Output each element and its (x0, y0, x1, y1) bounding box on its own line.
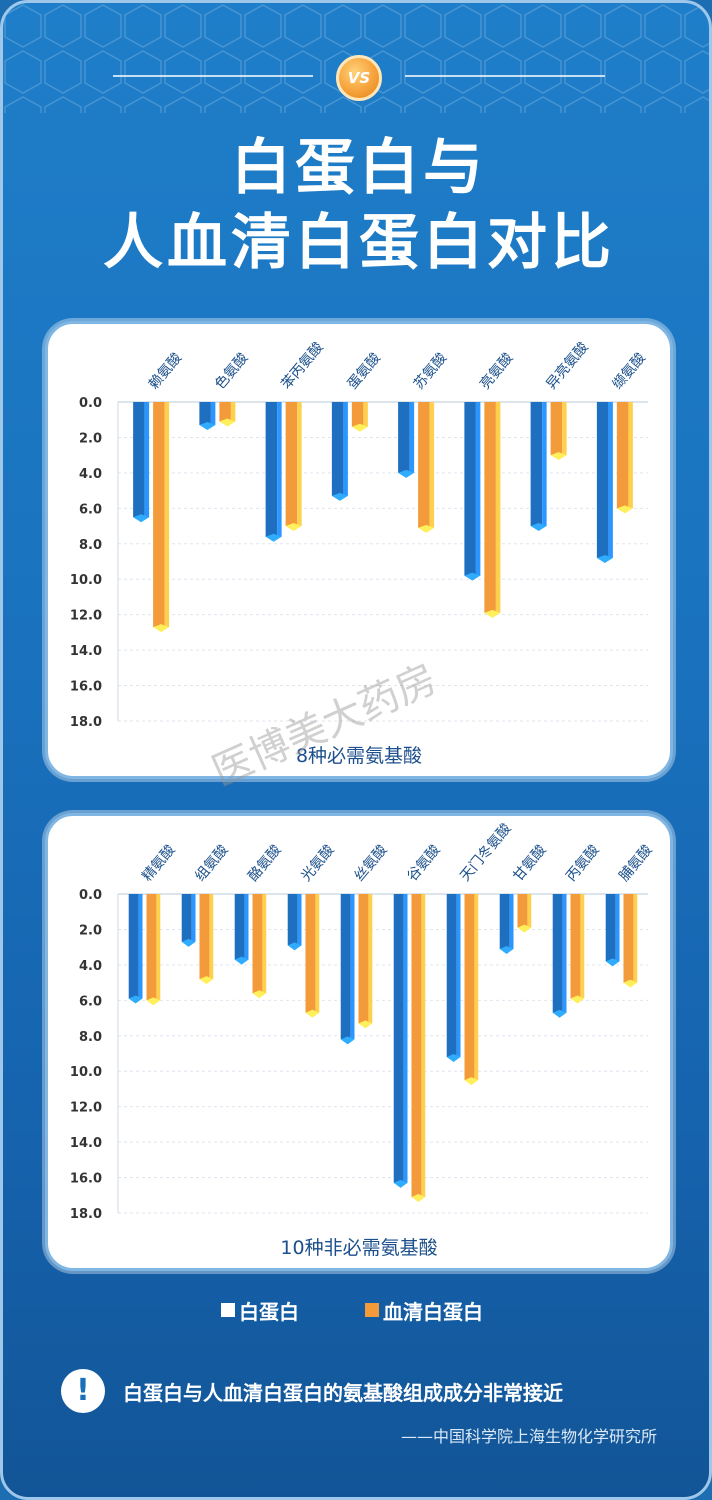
category-label: 缬氨酸 (610, 350, 649, 392)
y-tick-label: 10.0 (70, 1065, 102, 1080)
y-tick-label: 2.0 (79, 923, 102, 938)
bar-albumin (234, 894, 249, 965)
bar-albumin (464, 402, 481, 581)
y-tick-label: 12.0 (70, 1101, 102, 1116)
bar-albumin (446, 894, 461, 1063)
category-label: 丙氨酸 (563, 842, 602, 884)
bar-albumin (199, 402, 216, 431)
y-tick-label: 10.0 (70, 573, 102, 588)
exclamation-icon: ! (61, 1369, 105, 1413)
chart-legend: 白蛋白 血清白蛋白 (3, 1295, 709, 1325)
y-tick-label: 0.0 (79, 396, 102, 411)
source-citation: ——中国科学院上海生物化学研究所 (400, 1427, 657, 1446)
chart-title: 8种必需氨基酸 (296, 745, 422, 767)
vs-badge: VS (336, 55, 382, 101)
bar-serum-albumin (285, 402, 302, 532)
bar-albumin (128, 894, 143, 1004)
category-label: 色氨酸 (211, 349, 251, 392)
bar-serum-albumin (570, 894, 585, 1004)
category-label: 脯氨酸 (616, 842, 655, 884)
category-label: 组氨酸 (192, 842, 231, 884)
y-tick-label: 14.0 (70, 1136, 102, 1151)
bar-serum-albumin (550, 402, 567, 461)
y-tick-label: 0.0 (79, 888, 102, 903)
bar-albumin (331, 402, 348, 501)
conclusion-note: ! 白蛋白与人血清白蛋白的氨基酸组成成分非常接近 (61, 1369, 681, 1419)
category-label: 光氨酸 (298, 842, 337, 884)
bar-albumin (133, 402, 150, 523)
category-label: 苏氨酸 (411, 350, 450, 392)
category-label: 酪氨酸 (245, 842, 284, 884)
y-tick-label: 16.0 (70, 680, 102, 695)
bar-albumin (340, 894, 355, 1045)
y-tick-label: 8.0 (79, 538, 102, 553)
bar-albumin (605, 894, 620, 967)
page-title-line1: 白蛋白与 (231, 133, 487, 203)
y-tick-label: 4.0 (79, 959, 102, 974)
bar-albumin (530, 402, 547, 532)
nonessential-amino-acids-chart: 0.0 2.0 4.0 6.0 8.0 10.0 12.0 14.0 16.0 18.0 精氨酸 组氨… (70, 821, 656, 1259)
chart-title: 10种非必需氨基酸 (280, 1237, 437, 1259)
bar-serum-albumin (464, 894, 479, 1086)
bar-serum-albumin (418, 402, 435, 533)
bar-albumin (398, 402, 415, 478)
bar-albumin (499, 894, 514, 954)
bar-serum-albumin (616, 402, 633, 514)
y-tick-label: 6.0 (79, 994, 102, 1009)
bar-albumin (393, 894, 408, 1188)
vs-divider: VS (3, 53, 709, 103)
y-tick-label: 8.0 (79, 1030, 102, 1045)
legend-item-albumin: 白蛋白 (221, 1295, 299, 1325)
category-label: 丝氨酸 (351, 842, 390, 884)
legend-label-albumin: 白蛋白 (239, 1299, 299, 1324)
conclusion-text: 白蛋白与人血清白蛋白的氨基酸组成成分非常接近 (123, 1381, 563, 1405)
bar-serum-albumin (252, 894, 267, 999)
y-tick-label: 12.0 (70, 609, 102, 624)
page-title-line2: 人血清白蛋白对比 (103, 208, 615, 278)
bar-serum-albumin (305, 894, 320, 1018)
bar-albumin (596, 402, 613, 563)
bar-serum-albumin (411, 894, 426, 1203)
category-label: 蛋氨酸 (345, 350, 384, 392)
bar-serum-albumin (219, 402, 236, 427)
y-tick-label: 16.0 (70, 1172, 102, 1187)
bar-serum-albumin (351, 402, 368, 432)
nonessential-amino-acids-chart-panel: 0.0 2.0 4.0 6.0 8.0 10.0 12.0 14.0 16.0 18.0 精氨酸 组氨… (45, 813, 673, 1271)
bar-serum-albumin (153, 402, 170, 633)
category-label: 甘氨酸 (510, 842, 549, 884)
bar-serum-albumin (484, 402, 501, 618)
y-tick-label: 6.0 (79, 502, 102, 517)
y-tick-label: 2.0 (79, 431, 102, 446)
category-label: 亮氨酸 (476, 349, 516, 392)
bar-serum-albumin (623, 894, 638, 988)
category-label: 天门冬氨酸 (457, 821, 514, 885)
category-label: 苯丙氨酸 (278, 339, 327, 393)
essential-amino-acids-chart: 0.0 2.0 4.0 6.0 8.0 10.0 12.0 14.0 16.0 18.0 赖氨酸 色氨… (70, 339, 649, 767)
category-label: 异亮氨酸 (543, 339, 592, 393)
legend-label-serum-albumin: 血清白蛋白 (383, 1299, 483, 1324)
bar-albumin (265, 402, 282, 542)
y-tick-label: 14.0 (70, 644, 102, 659)
legend-swatch-serum-albumin (365, 1303, 379, 1317)
bar-serum-albumin (358, 894, 373, 1029)
y-tick-label: 4.0 (79, 467, 102, 482)
legend-swatch-albumin (221, 1303, 235, 1317)
bar-albumin (287, 894, 302, 951)
divider-line-left (113, 75, 313, 77)
y-tick-label: 18.0 (70, 1207, 102, 1222)
bar-serum-albumin (517, 894, 532, 933)
category-label: 赖氨酸 (146, 350, 185, 392)
bar-serum-albumin (146, 894, 161, 1006)
category-label: 精氨酸 (139, 842, 178, 884)
y-tick-label: 18.0 (70, 715, 102, 730)
category-label: 谷氨酸 (404, 842, 443, 884)
bar-albumin (552, 894, 567, 1018)
bar-serum-albumin (199, 894, 214, 985)
essential-amino-acids-chart-panel: 0.0 2.0 4.0 6.0 8.0 10.0 12.0 14.0 16.0 18.0 赖氨酸 色氨… (45, 321, 673, 779)
legend-item-serum-albumin: 血清白蛋白 (365, 1295, 483, 1325)
bar-albumin (181, 894, 196, 947)
divider-line-right (405, 75, 605, 77)
